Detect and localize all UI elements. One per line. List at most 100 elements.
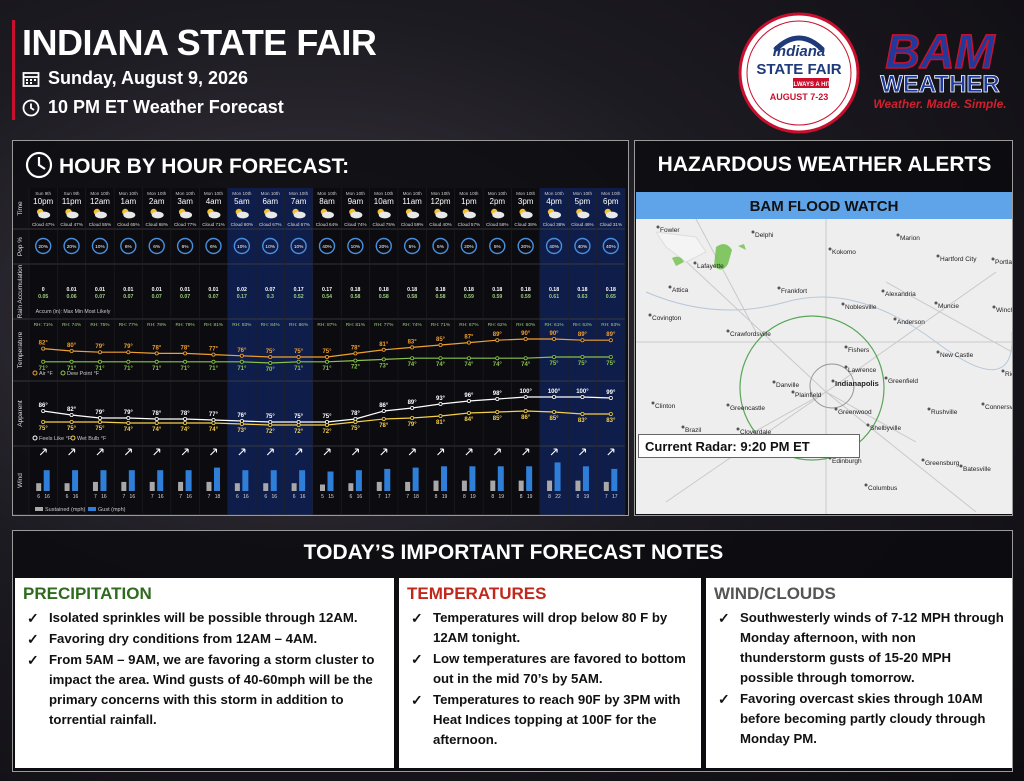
day-label: Sun 9th: [64, 191, 80, 196]
pop-ring: [403, 237, 421, 255]
air-label: 89°: [578, 332, 588, 338]
wetbulb-point: [239, 421, 244, 426]
fair-logo-name: STATE FAIR: [756, 61, 841, 78]
sustained-label: 6: [37, 494, 40, 500]
city-label: Kokomo: [832, 249, 856, 256]
dew-point: [466, 356, 471, 361]
gust-label: 18: [215, 494, 221, 500]
wetbulb-point: [97, 419, 102, 424]
sustained-label: 7: [151, 494, 154, 500]
calendar-icon: [22, 71, 40, 87]
rain-label: 0: [42, 287, 45, 293]
accum-label: 0.07: [180, 294, 190, 300]
pop-label: 6%: [182, 244, 190, 250]
feels-point: [41, 408, 46, 413]
city-dot: [936, 254, 940, 258]
accum-label: 0.17: [237, 294, 247, 300]
gust-bar: [43, 470, 50, 491]
sustained-bar: [92, 481, 98, 491]
air-label: 78°: [152, 345, 162, 351]
wetbulb-label: 85°: [493, 416, 503, 422]
city-label: Greencastle: [730, 405, 765, 412]
feels-label: 79°: [95, 410, 105, 416]
air-point: [523, 336, 528, 341]
bam-logo: BAM WEATHER Weather. Made. Simple.: [873, 25, 1006, 111]
page-title: INDIANA STATE FAIR: [22, 22, 377, 63]
gust-label: 16: [44, 494, 50, 500]
wetbulb-label: 73°: [237, 428, 247, 434]
legend-swatch: [35, 507, 43, 511]
city-dot: [921, 458, 925, 462]
wetbulb-label: 74°: [124, 427, 134, 433]
wind-arrow: [323, 448, 331, 456]
rain-label: 0.18: [606, 287, 616, 293]
fair-logo-top: Indiana: [773, 43, 826, 60]
wind-arrow: [210, 448, 218, 456]
pop-label: 6%: [210, 244, 218, 250]
wind-arrow: [408, 448, 416, 456]
city-label: Greenwood: [838, 409, 872, 416]
pop-label: 20%: [67, 244, 77, 250]
wetbulb-label: 86°: [521, 415, 531, 421]
dew-point: [97, 359, 102, 364]
highlight-band: [227, 188, 313, 515]
clock-icon: [22, 99, 40, 116]
wind-arrow: [522, 448, 530, 456]
dew-point: [552, 354, 557, 359]
gust-bar: [72, 470, 79, 491]
cloud-label: Cloud 58%: [486, 222, 508, 227]
sustained-bar: [36, 483, 42, 491]
gust-label: 16: [186, 494, 192, 500]
wetbulb-label: 81°: [436, 420, 446, 426]
city-label: Indianapolis: [835, 379, 879, 388]
city-label: Portland: [995, 259, 1012, 266]
air-point: [608, 338, 613, 343]
air-label: 81°: [379, 342, 389, 348]
cloud-icon: [66, 211, 79, 219]
city-label: Rushville: [931, 409, 958, 416]
dew-point: [410, 356, 415, 361]
city-dot: [844, 345, 848, 349]
dew-label: 71°: [181, 366, 191, 372]
row-label: Wind: [17, 473, 24, 488]
rh-label: RH: 74%: [62, 322, 82, 328]
city-dot: [693, 261, 697, 265]
row-label: Rain Accumulation: [17, 264, 24, 318]
air-label: 90°: [521, 331, 531, 337]
feels-label: 78°: [351, 411, 361, 417]
feels-point: [410, 405, 415, 410]
dew-point: [211, 359, 216, 364]
dew-point: [296, 359, 301, 364]
wind-arrow: [124, 448, 132, 456]
gust-label: 18: [413, 494, 419, 500]
time-label: 12am: [90, 197, 110, 206]
gust-label: 16: [130, 494, 136, 500]
notes-panel: TODAY’S IMPORTANT FORECAST NOTES PRECIPI…: [12, 530, 1013, 772]
sustained-bar: [575, 480, 581, 491]
dew-label: 71°: [95, 366, 105, 372]
wetbulb-point: [324, 422, 329, 427]
dew-point: [438, 356, 443, 361]
rh-label: RH: 87%: [317, 322, 337, 328]
note-box: WIND/CLOUDS Southwesterly winds of 7-12 M…: [706, 578, 1012, 768]
legend-label: Dew Point °F: [67, 371, 100, 377]
city-label: Brazil: [685, 427, 702, 434]
note-item: Favoring dry conditions from 12AM – 4AM.: [23, 629, 386, 649]
wetbulb-point: [154, 420, 159, 425]
feels-point: [126, 415, 131, 420]
cloud-icon: [94, 211, 107, 219]
wind-arrow: [295, 448, 303, 456]
cloud-label: Cloud 47%: [32, 222, 54, 227]
wetbulb-label: 84°: [464, 417, 474, 423]
accum-label: 0.07: [208, 294, 218, 300]
day-label: Mon 10th: [261, 191, 281, 196]
alert-banner: BAM FLOOD WATCH: [750, 198, 899, 215]
cloud-icon: [605, 211, 618, 219]
gust-bar: [526, 466, 533, 491]
sustained-bar: [433, 480, 439, 491]
legend-swatch: [60, 370, 66, 376]
pop-ring: [262, 237, 279, 255]
sustained-bar: [376, 481, 382, 491]
day-label: Mon 10th: [488, 191, 508, 196]
rh-label: RH: 84%: [261, 322, 281, 328]
